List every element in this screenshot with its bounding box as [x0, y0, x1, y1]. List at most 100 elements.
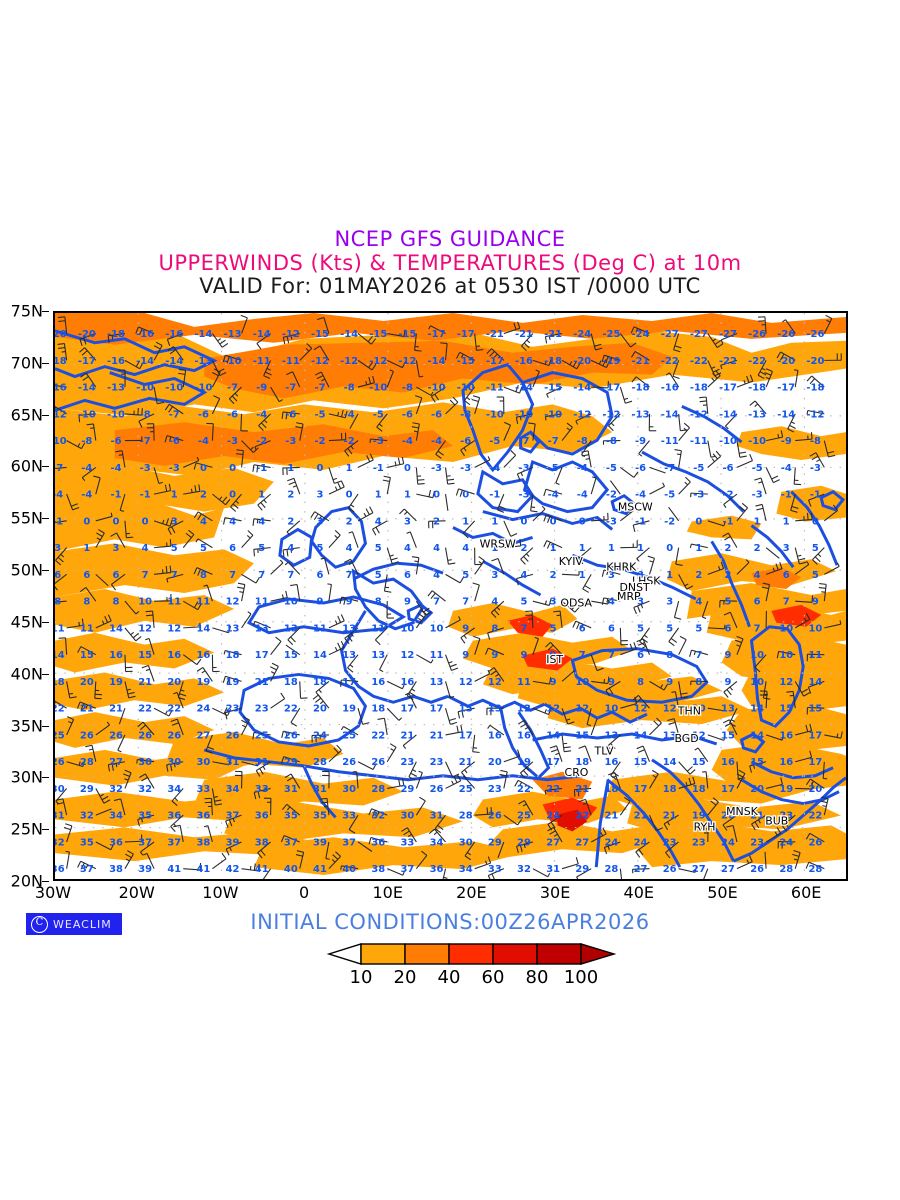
- wind-barb-half: [106, 721, 110, 726]
- x-tick-20E: 20E: [456, 883, 487, 902]
- temperature-value: 3: [550, 597, 557, 608]
- temperature-value: -3: [752, 490, 763, 501]
- wind-barb-full: [478, 556, 485, 562]
- wind-barb-shaft: [176, 692, 184, 709]
- temperature-value: -2: [314, 436, 325, 447]
- temperature-value: -27: [661, 329, 679, 340]
- wind-barb-half: [544, 360, 547, 365]
- wind-barb-full: [193, 567, 198, 575]
- temperature-value: 17: [546, 757, 560, 768]
- wind-barb-shaft: [460, 627, 475, 639]
- temperature-value: -1: [635, 516, 646, 527]
- wind-barb-full: [241, 719, 248, 724]
- wind-barb-half: [535, 369, 540, 372]
- wind-barb-shaft: [809, 832, 825, 843]
- temperature-value: -14: [515, 383, 533, 394]
- temperature-value: 35: [138, 811, 152, 822]
- wind-barb-full: [595, 347, 603, 351]
- temperature-value: -26: [806, 329, 824, 340]
- temperature-value: 3: [113, 543, 120, 554]
- wind-barb-shaft: [575, 413, 592, 422]
- wind-barb-full: [281, 731, 284, 739]
- wind-barb-shaft: [241, 584, 246, 602]
- temperature-value: -14: [78, 383, 96, 394]
- wind-barb-shaft: [341, 596, 359, 602]
- wind-barb-half: [350, 633, 354, 637]
- wind-barb-shaft: [212, 761, 230, 766]
- wind-barb-full: [632, 524, 636, 532]
- wind-barb-half: [120, 509, 125, 512]
- wind-barb-shaft: [240, 413, 243, 431]
- wind-barb-shaft: [63, 343, 68, 361]
- wind-barb-half: [635, 328, 639, 333]
- wind-barb-full: [749, 400, 756, 406]
- wind-barb-shaft: [146, 853, 155, 869]
- temperature-value: 34: [109, 811, 123, 822]
- wind-barb-shaft: [581, 440, 592, 455]
- wind-barb-shaft: [91, 745, 97, 762]
- wind-barb-full: [765, 368, 773, 372]
- wind-barb-full: [801, 688, 808, 694]
- weaclim-logo-badge[interactable]: C WEACLIM: [26, 913, 122, 935]
- wind-barb-full: [603, 847, 608, 855]
- wind-barb-shaft: [503, 771, 508, 789]
- temperature-value: -5: [314, 409, 325, 420]
- wind-barb-shaft: [603, 597, 621, 602]
- temperature-value: 17: [430, 704, 444, 715]
- temperature-value: 10: [400, 623, 414, 634]
- colorbar-swatches: [326, 943, 617, 965]
- temperature-value: 26: [430, 784, 444, 795]
- temperature-value: 5: [666, 623, 673, 634]
- wind-barb-shaft: [823, 318, 833, 334]
- wind-barb-full: [434, 393, 440, 401]
- wind-barb-half: [246, 535, 251, 539]
- wind-barb-shaft: [283, 756, 300, 763]
- title-line-valid-time: VALID For: 01MAY2026 at 0530 IST /0000 U…: [199, 274, 701, 299]
- wind-barb-full: [369, 453, 374, 461]
- temperature-value: 10: [750, 677, 764, 688]
- temperature-value: -8: [344, 383, 355, 394]
- temperature-value: 8: [637, 677, 644, 688]
- temperature-value: 7: [229, 570, 236, 581]
- wind-barb-half: [640, 604, 644, 609]
- wind-barb-full: [58, 347, 66, 349]
- wind-barb-half: [60, 553, 65, 558]
- wind-barb-full: [637, 605, 641, 613]
- wind-barb-half: [667, 821, 671, 826]
- temperature-value: 8: [491, 623, 498, 634]
- wind-barb-full: [515, 417, 519, 425]
- temperature-value: 9: [317, 597, 324, 608]
- wind-barb-shaft: [62, 798, 68, 816]
- wind-barb-full: [334, 530, 341, 536]
- wind-barb-full: [253, 792, 257, 800]
- wind-barb-shaft: [124, 654, 127, 672]
- wind-barb-full: [80, 442, 86, 449]
- wind-barb-full: [699, 400, 707, 403]
- wind-barb-shaft: [357, 359, 373, 371]
- wind-barb-half: [141, 818, 144, 823]
- temperature-value: 41: [196, 864, 210, 875]
- wind-barb-full: [736, 635, 744, 640]
- wind-barb-full: [348, 829, 356, 834]
- wind-barb-shaft: [728, 719, 738, 736]
- wind-barb-full: [135, 326, 139, 334]
- wind-barb-shaft: [374, 627, 388, 641]
- wind-barb-half: [402, 871, 405, 876]
- wind-barb-full: [348, 507, 355, 513]
- wind-barb-shaft: [807, 409, 825, 415]
- wind-barb-full: [193, 511, 199, 519]
- temperature-value: 9: [608, 677, 615, 688]
- wind-barb-shaft: [255, 761, 271, 772]
- wind-barb-full: [257, 852, 263, 859]
- wind-barb-full: [343, 597, 347, 605]
- wind-barb-full: [674, 448, 682, 452]
- wind-barb-shaft: [212, 627, 229, 634]
- wind-barb-shaft: [166, 435, 184, 442]
- temperature-value: 27: [196, 730, 210, 741]
- wind-barb-shaft: [678, 783, 696, 789]
- wind-barb-full: [401, 827, 408, 832]
- wind-barb-shaft: [357, 761, 374, 770]
- wind-barb-half: [447, 559, 452, 561]
- wind-barb-full: [98, 529, 105, 534]
- wind-barb-shaft: [328, 467, 335, 484]
